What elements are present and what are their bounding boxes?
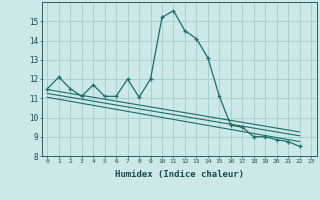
X-axis label: Humidex (Indice chaleur): Humidex (Indice chaleur) — [115, 170, 244, 179]
